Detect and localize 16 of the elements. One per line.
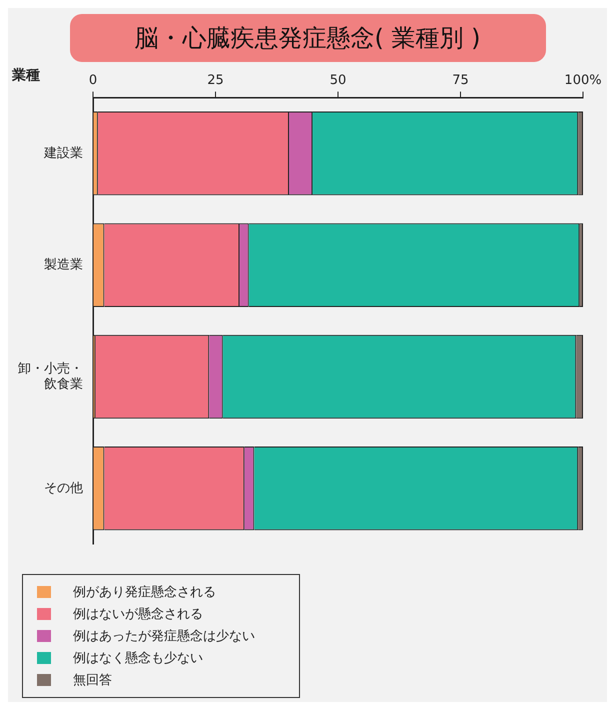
x-tick-label: 100% — [564, 73, 602, 88]
y-tick-label: 製造業 — [44, 257, 83, 272]
y-tick-label: 卸・小売・飲食業 — [18, 361, 83, 392]
legend-label: 例はないが懸念される — [73, 606, 203, 623]
x-tick-label: 50 — [330, 73, 346, 88]
y-tick-label: 建設業 — [43, 146, 83, 161]
legend-label: 例はあったが発症懸念は少ない — [73, 628, 255, 645]
y-axis-title: 業種 — [11, 68, 40, 84]
chart-title: 脳・心臓疾患発症懸念( 業種別 ) — [70, 14, 546, 62]
y-tick-label: その他 — [44, 480, 83, 496]
x-tick-label: 75 — [452, 73, 469, 88]
legend-label: 例はなく懸念も少ない — [73, 650, 203, 667]
legend-label: 無回答 — [73, 672, 112, 689]
legend-label: 例があり発症懸念される — [73, 584, 216, 601]
x-tick-label: 25 — [207, 73, 224, 88]
x-tick-label: 0 — [88, 73, 98, 88]
